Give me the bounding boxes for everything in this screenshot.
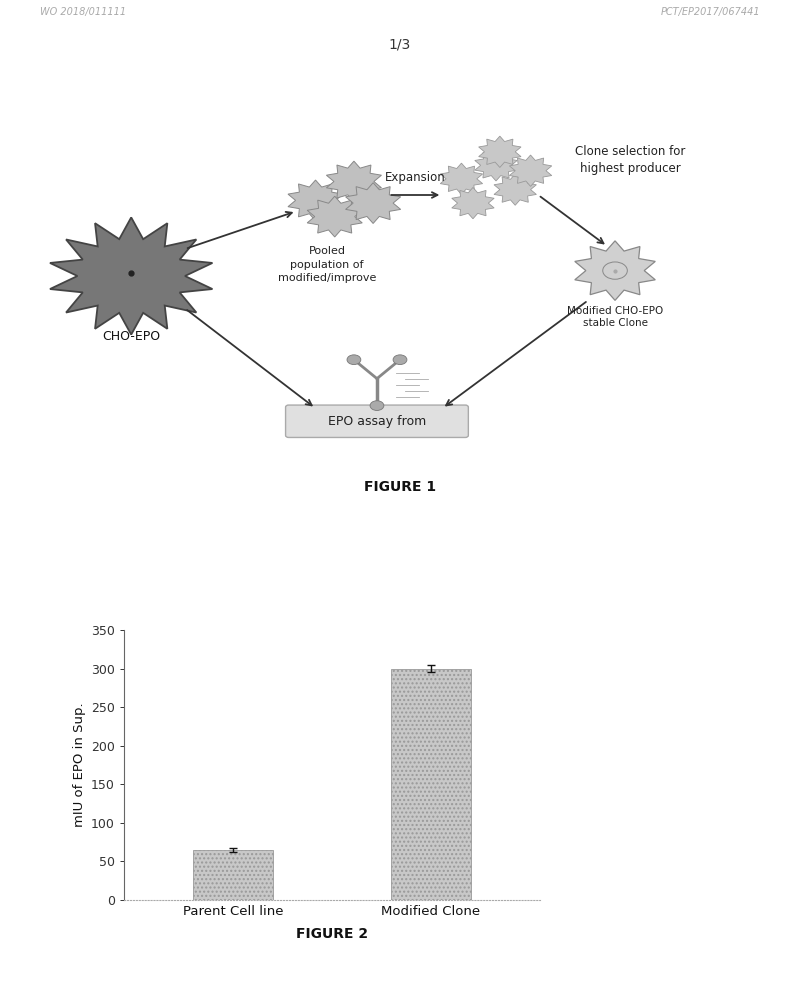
Text: FIGURE 1: FIGURE 1 — [364, 480, 436, 494]
Circle shape — [347, 355, 361, 365]
Polygon shape — [346, 183, 401, 223]
Text: FIGURE 2: FIGURE 2 — [296, 927, 368, 941]
Y-axis label: mIU of EPO in Sup.: mIU of EPO in Sup. — [73, 703, 86, 827]
Text: 1/3: 1/3 — [389, 38, 411, 52]
Text: Clone selection for
highest producer: Clone selection for highest producer — [575, 145, 686, 175]
Polygon shape — [478, 136, 521, 167]
Text: WO 2018/011111: WO 2018/011111 — [40, 7, 126, 17]
Polygon shape — [440, 163, 482, 194]
FancyBboxPatch shape — [286, 405, 468, 437]
Polygon shape — [510, 155, 552, 186]
Polygon shape — [452, 187, 494, 219]
Text: Modified CHO-EPO
stable Clone: Modified CHO-EPO stable Clone — [567, 306, 663, 328]
Bar — [194, 850, 273, 900]
Polygon shape — [288, 180, 343, 221]
Polygon shape — [307, 196, 362, 237]
Text: CHO-EPO: CHO-EPO — [102, 330, 160, 343]
Polygon shape — [574, 241, 655, 300]
Polygon shape — [494, 174, 536, 205]
Circle shape — [370, 401, 384, 410]
Polygon shape — [475, 150, 517, 181]
Bar — [391, 669, 470, 900]
Text: Pooled
population of
modified/improve: Pooled population of modified/improve — [278, 246, 376, 283]
Circle shape — [393, 355, 407, 365]
Polygon shape — [50, 217, 213, 335]
Text: EPO assay from: EPO assay from — [328, 415, 426, 428]
Text: PCT/EP2017/067441: PCT/EP2017/067441 — [660, 7, 760, 17]
Polygon shape — [326, 161, 382, 202]
Text: Expansion: Expansion — [385, 171, 446, 184]
